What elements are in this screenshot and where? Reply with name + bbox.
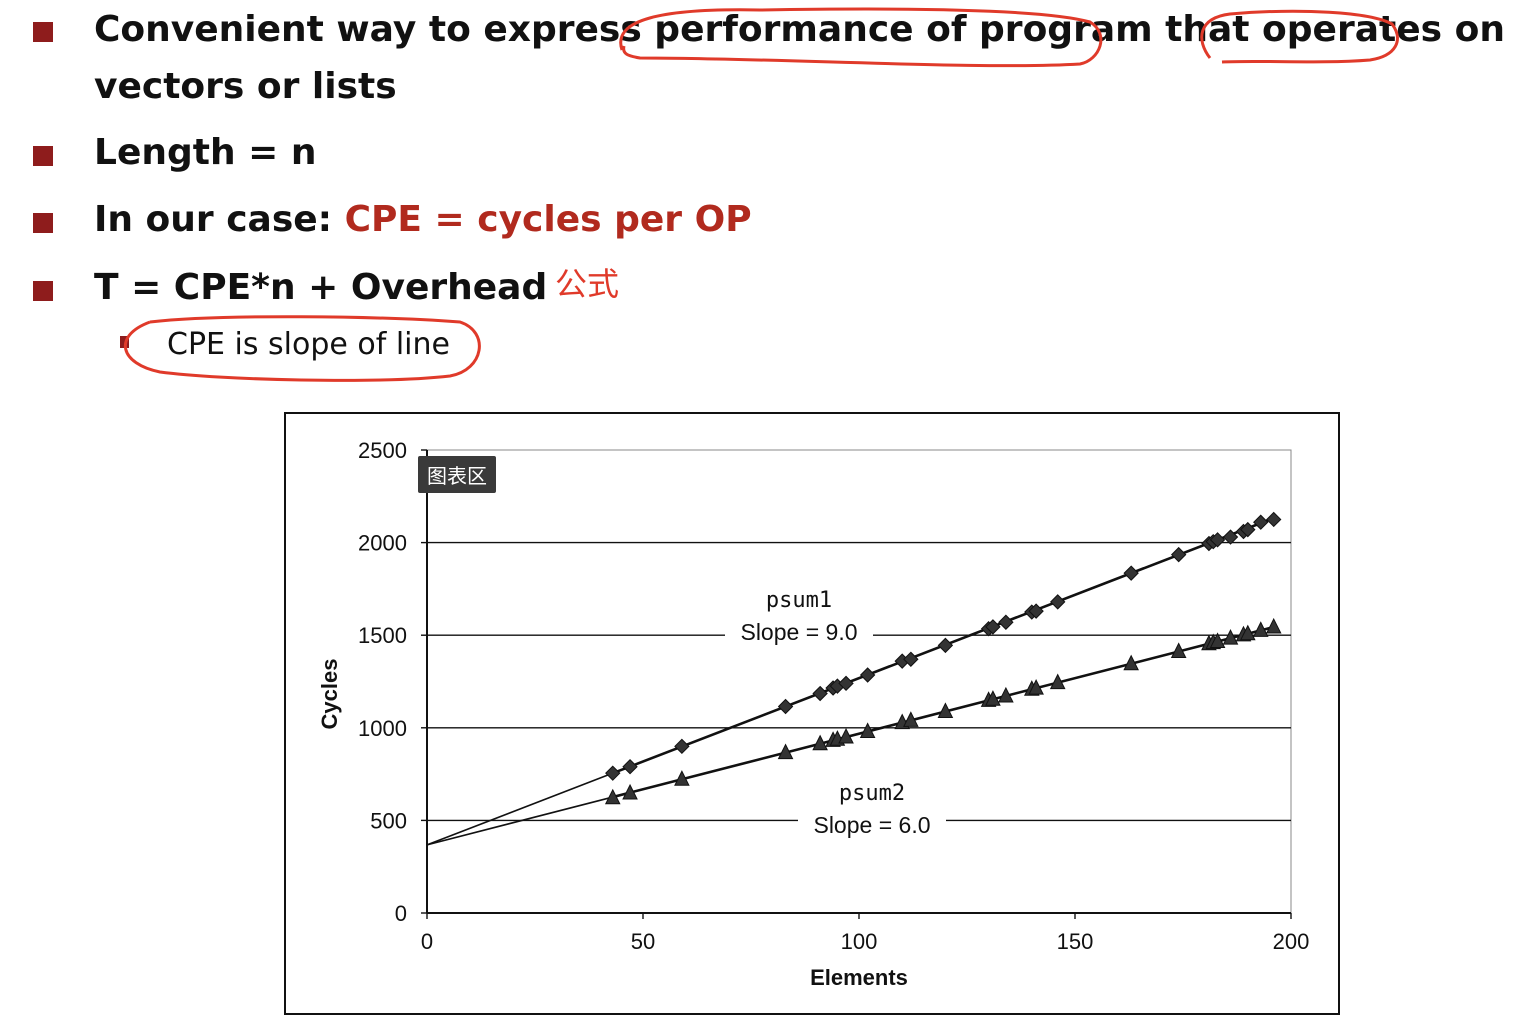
- psum2-point: [1239, 624, 1256, 641]
- psum2-point: [937, 702, 954, 719]
- psum1-point: [1050, 594, 1066, 610]
- psum2-point: [1049, 673, 1066, 690]
- x-tick-label: 50: [631, 929, 655, 954]
- psum1-point: [859, 667, 876, 683]
- psum1-fit-line-extension: [426, 772, 614, 846]
- y-tick-label: 0: [395, 901, 407, 926]
- psum1-point: [1170, 546, 1187, 563]
- psum2-point: [622, 783, 638, 800]
- x-tick-label: 0: [421, 929, 433, 954]
- psum2-label-bg: [798, 811, 946, 839]
- psum1-point: [777, 698, 794, 715]
- bullet-line-1-continued: vectors or lists: [94, 66, 397, 107]
- psum2-point: [604, 788, 621, 805]
- psum1-point: [674, 738, 690, 755]
- handwritten-note: 公式: [555, 265, 620, 303]
- psum1-point: [1253, 514, 1269, 530]
- psum1-point: [1222, 529, 1239, 545]
- chart-area-tooltip: 图表区: [418, 456, 496, 493]
- psum1-slope-label: Slope = 9.0: [740, 619, 857, 645]
- bullet-square: [33, 281, 53, 301]
- x-tick-label: 200: [1273, 929, 1310, 954]
- x-tick-label: 100: [841, 929, 878, 954]
- plot-area: [426, 449, 1292, 914]
- psum2-slope-label: Slope = 6.0: [813, 812, 930, 838]
- psum1-point: [937, 637, 954, 654]
- x-tick-label: 150: [1057, 929, 1094, 954]
- psum1-point: [1266, 511, 1282, 528]
- bullet-line-2: Length = n: [94, 132, 317, 173]
- y-tick-label: 2000: [358, 531, 407, 556]
- psum2-name-label: psum2: [839, 781, 905, 806]
- psum2-point: [777, 743, 794, 760]
- psum1-point: [998, 614, 1014, 630]
- psum1-point: [1028, 603, 1044, 619]
- psum2-point: [985, 690, 1001, 706]
- psum2-point: [903, 711, 919, 727]
- psum2-point: [998, 686, 1014, 703]
- bullet-line-4: T = CPE*n + Overhead: [94, 267, 548, 308]
- bullet-square: [33, 213, 53, 233]
- psum2-point: [1222, 629, 1239, 645]
- psum1-point: [903, 651, 919, 667]
- psum2-point: [1123, 654, 1139, 671]
- chart-frame[interactable]: [284, 412, 1340, 1015]
- psum2-point: [1170, 642, 1187, 658]
- psum2-point: [838, 727, 854, 744]
- bullet-square: [33, 22, 53, 42]
- psum1-point: [1123, 565, 1139, 581]
- psum1-label-bg: [725, 618, 873, 646]
- psum1-point: [812, 685, 828, 702]
- psum2-point: [859, 722, 876, 739]
- psum2-point: [1265, 617, 1282, 634]
- psum1-point: [605, 765, 621, 781]
- y-tick-label: 500: [370, 808, 407, 833]
- y-tick-label: 1500: [358, 623, 407, 648]
- psum2-point: [1028, 679, 1044, 695]
- psum2-point: [812, 734, 828, 751]
- y-axis-title: Cycles: [317, 659, 342, 730]
- y-tick-label: 2500: [358, 438, 407, 463]
- bullet-line-3-prefix: In our case:: [94, 199, 345, 240]
- bullet-line-3: In our case: CPE = cycles per OP: [94, 202, 752, 238]
- y-tick-label: 1000: [358, 716, 407, 741]
- psum1-point: [1240, 521, 1256, 538]
- bullet-square: [33, 146, 53, 166]
- cpe-definition: CPE = cycles per OP: [344, 199, 752, 240]
- x-axis-title: Elements: [810, 965, 908, 990]
- psum2-point: [1252, 621, 1269, 637]
- psum2-point: [674, 770, 690, 786]
- psum2-fit-line-extension: [426, 796, 613, 846]
- psum1-point: [622, 758, 638, 775]
- psum1-point: [985, 619, 1001, 635]
- psum1-name-label: psum1: [766, 588, 832, 613]
- psum2-point: [1209, 632, 1226, 648]
- psum1-point: [1209, 532, 1226, 548]
- psum1-point: [838, 675, 854, 692]
